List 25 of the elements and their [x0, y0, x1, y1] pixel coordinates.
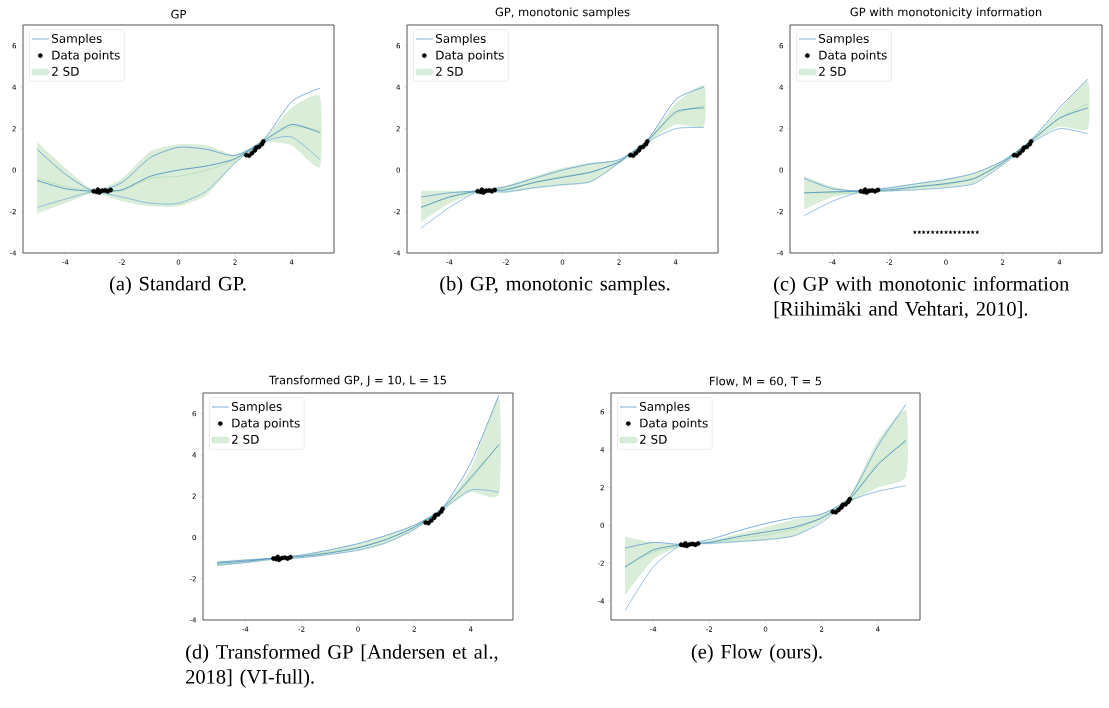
chart-title: Flow, M = 60, T = 5: [710, 376, 822, 387]
legend-label: Samples: [52, 33, 102, 46]
legend-label: Samples: [819, 33, 869, 46]
legend-label: Data points: [436, 50, 504, 62]
legend-label: Data points: [232, 418, 300, 430]
text: (b) GP, monotonic samples.: [440, 276, 670, 295]
legend-label: Data points: [640, 418, 708, 430]
legend-label: Samples: [231, 401, 282, 414]
chart-title: GP, monotonic samples: [495, 7, 630, 19]
legend-label: 2 SD: [232, 434, 259, 444]
legend-label: Samples: [639, 401, 690, 414]
legend-label: 2 SD: [819, 66, 846, 76]
text: (a) Standard GP.: [109, 276, 246, 295]
legend-label: Samples: [436, 33, 486, 46]
legend-label: Data points: [52, 50, 120, 62]
text: (d) Transformed GP [Andersen et al., 2018] (VI-full).: [186, 644, 498, 688]
text: (e) Flow (ours).: [691, 644, 822, 663]
chart-title: GP with monotonicity information: [850, 7, 1042, 19]
chart-title: Transformed GP, J = 10, L = 15: [268, 375, 446, 387]
legend-label: 2 SD: [640, 434, 667, 444]
chart-title: GP: [171, 9, 186, 19]
legend-label: 2 SD: [436, 66, 463, 76]
text: (c) GP with monotonic information [Riihimäki and Vehtari, 2010].: [774, 276, 1070, 319]
legend-label: 2 SD: [52, 66, 79, 76]
legend-label: Data points: [819, 50, 887, 62]
